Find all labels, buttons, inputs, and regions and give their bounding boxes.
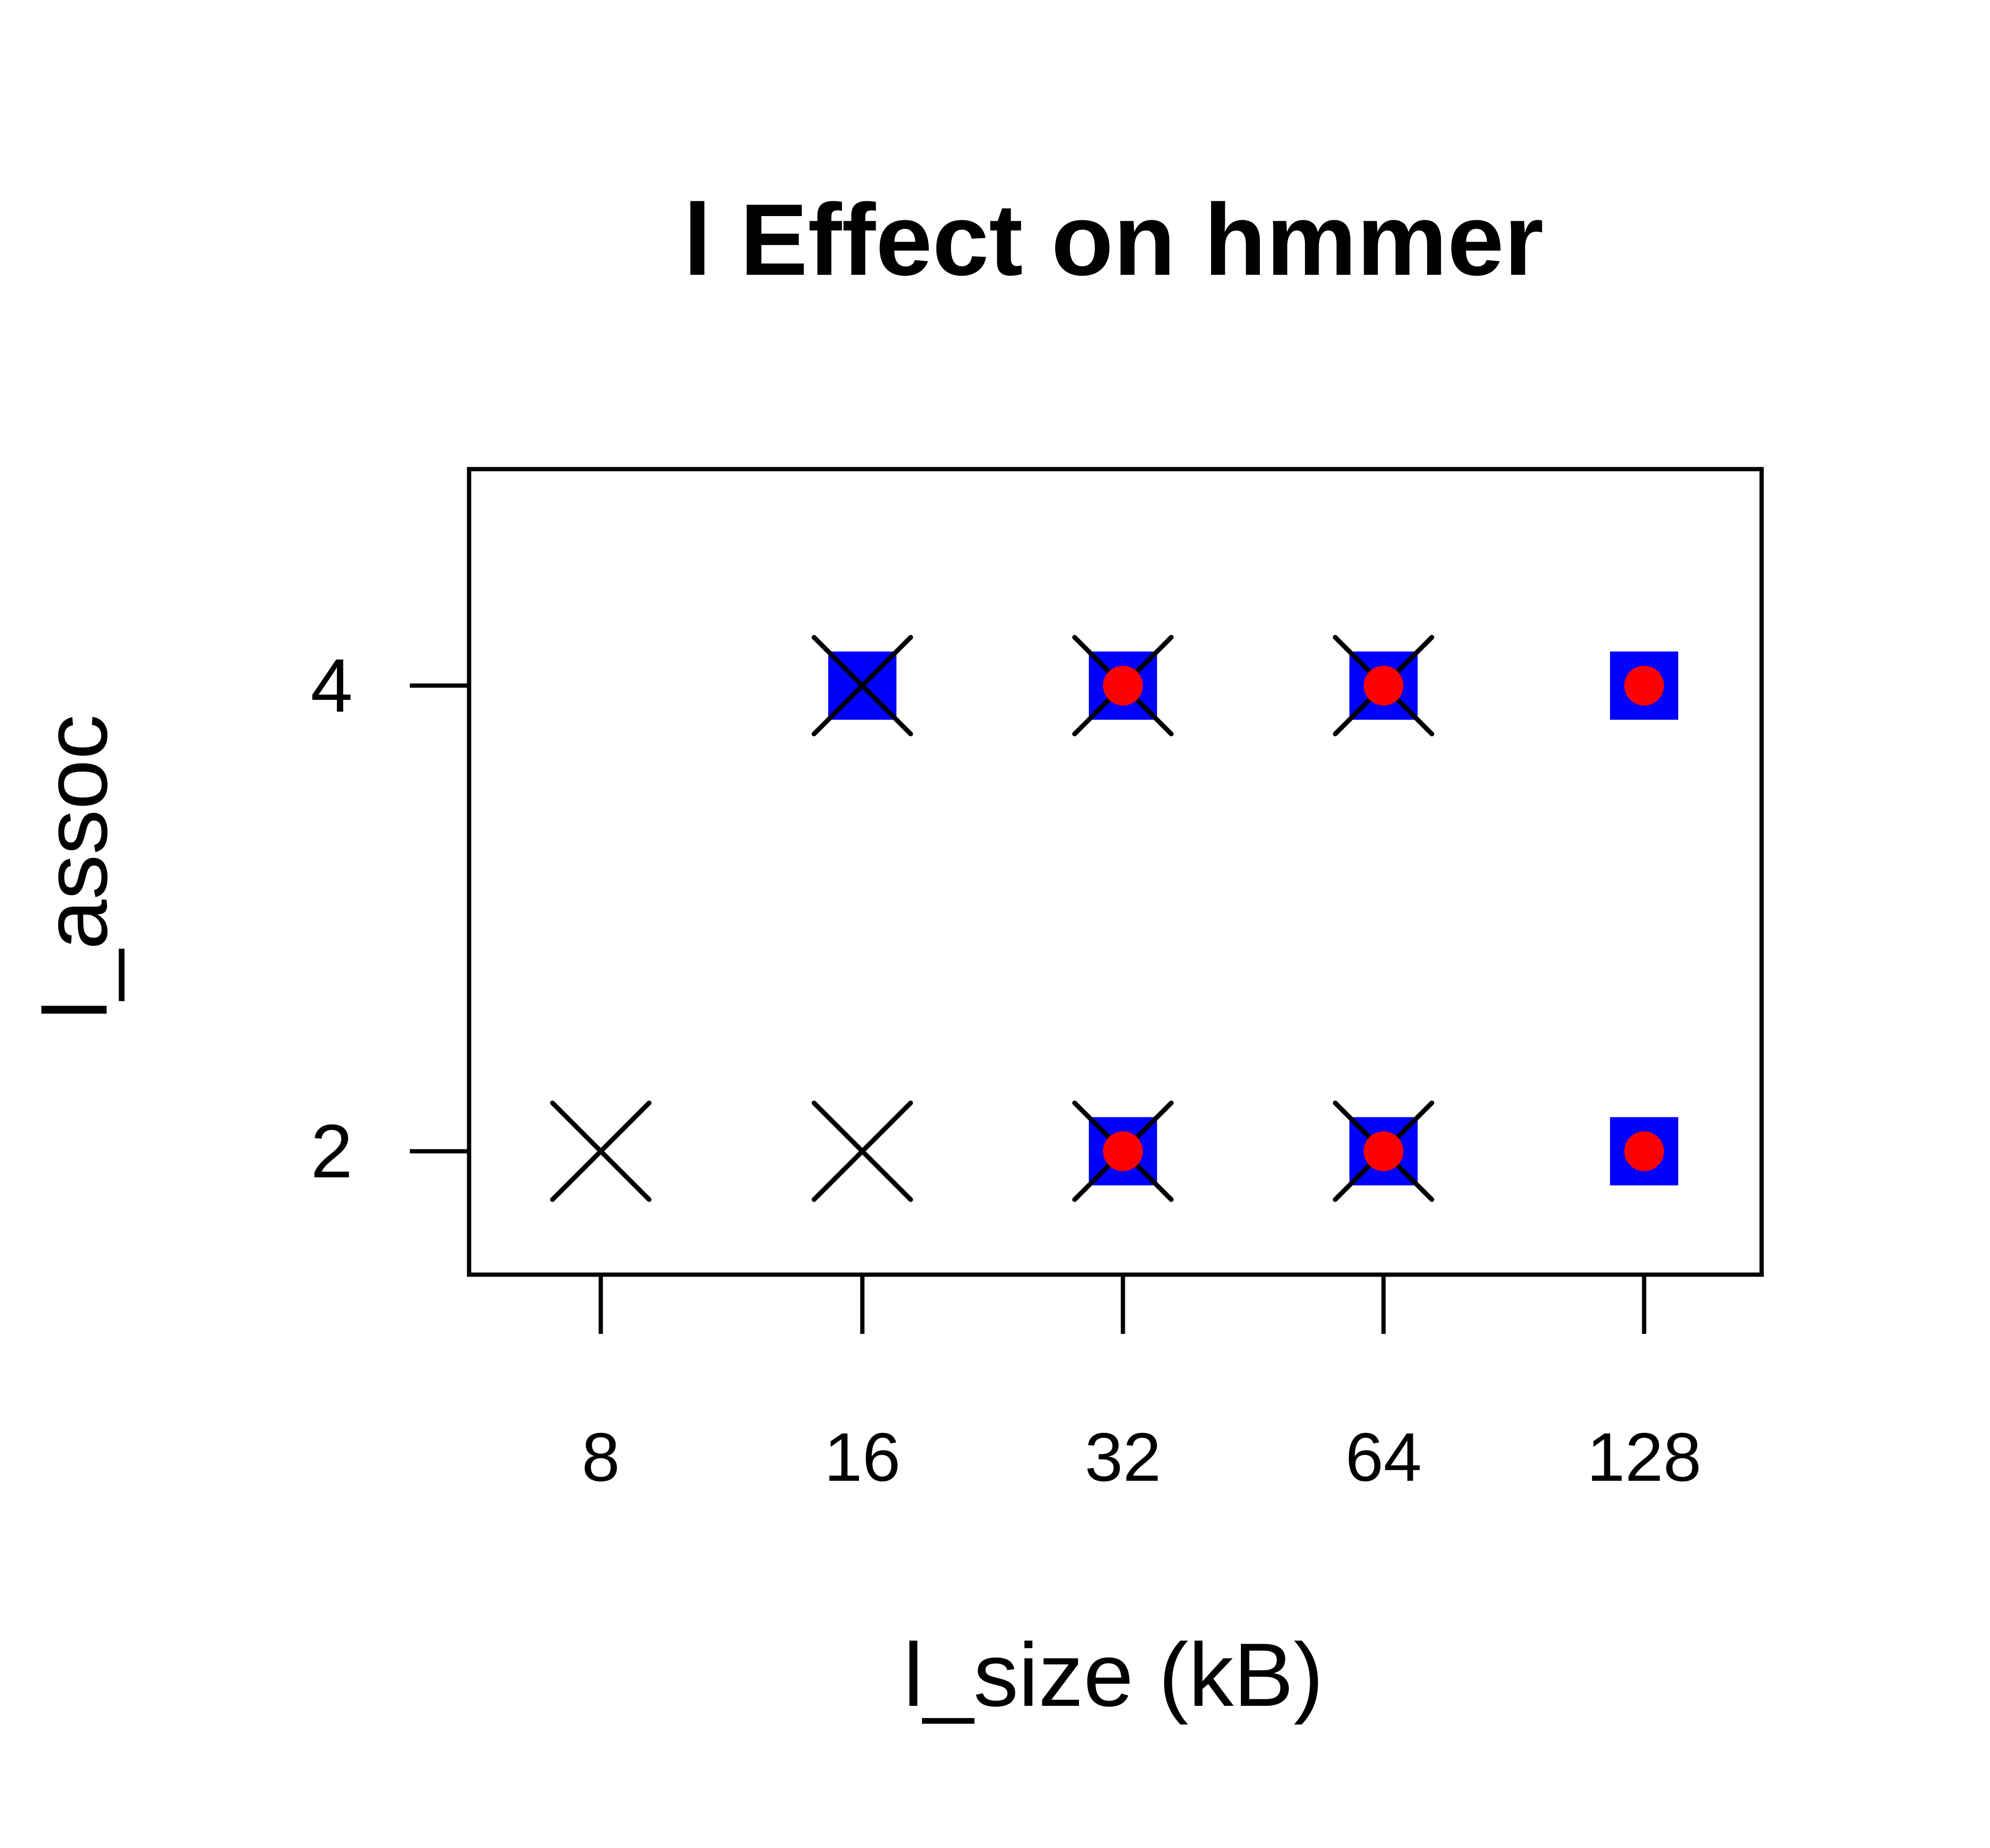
x-tick-label: 8 [582, 1419, 620, 1495]
x-axis-label: l_size (kB) [904, 1625, 1324, 1725]
circle-marker [1103, 1131, 1143, 1171]
y-tick-label: 4 [311, 643, 353, 728]
x-tick-label: 64 [1345, 1419, 1421, 1495]
plot-area: 8 16 32 64 128 2 4 [311, 467, 1764, 1495]
circle-marker [1364, 665, 1403, 706]
x-marker [550, 1100, 651, 1202]
x-tick-label: 32 [1085, 1419, 1161, 1495]
x-marker [812, 1100, 913, 1202]
circle-marker [1624, 1131, 1664, 1171]
circle-marker [1103, 665, 1143, 706]
circle-marker [1364, 1131, 1403, 1171]
y-axis-label: l_assoc [26, 715, 126, 1020]
chart-title: l Effect on hmmer [683, 182, 1544, 297]
y-tick-label: 2 [311, 1109, 353, 1194]
x-tick-label: 16 [824, 1419, 900, 1495]
plot-frame [467, 467, 1764, 1277]
x-tick-label: 128 [1587, 1419, 1701, 1495]
x-marker [812, 634, 913, 736]
circle-marker [1624, 665, 1664, 706]
